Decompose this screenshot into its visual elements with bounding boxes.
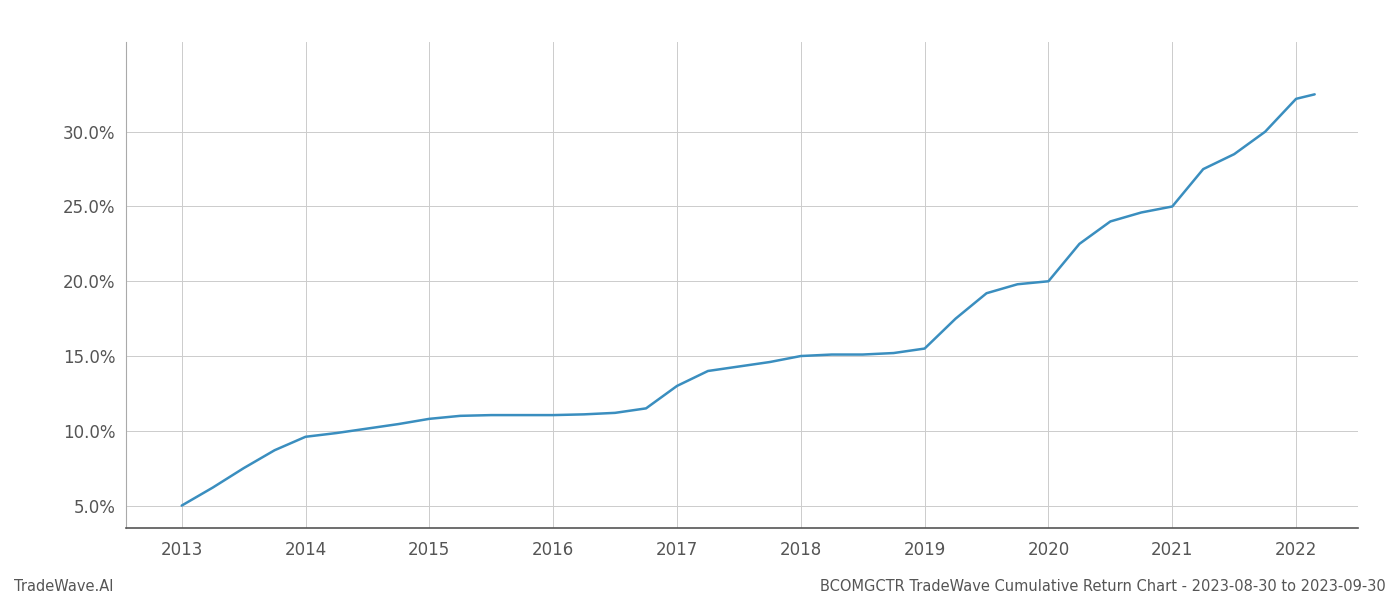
Text: TradeWave.AI: TradeWave.AI <box>14 579 113 594</box>
Text: BCOMGCTR TradeWave Cumulative Return Chart - 2023-08-30 to 2023-09-30: BCOMGCTR TradeWave Cumulative Return Cha… <box>820 579 1386 594</box>
